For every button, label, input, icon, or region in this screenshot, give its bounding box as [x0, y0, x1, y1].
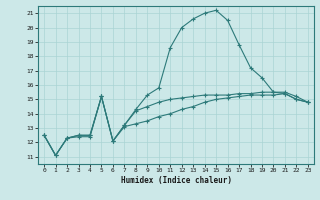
X-axis label: Humidex (Indice chaleur): Humidex (Indice chaleur)	[121, 176, 231, 185]
